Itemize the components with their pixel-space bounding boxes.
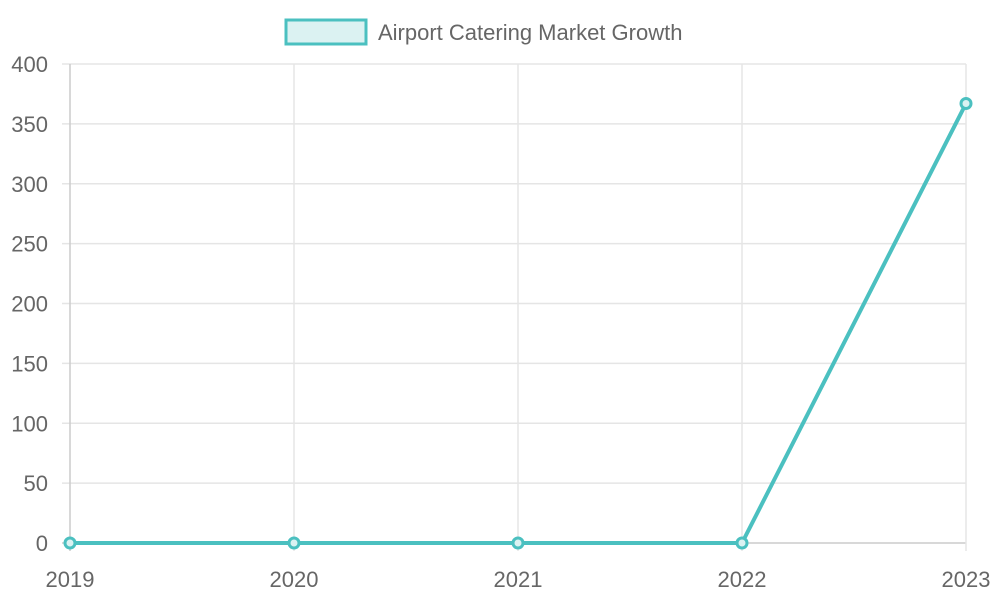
legend-swatch — [284, 18, 368, 46]
y-tick-label: 150 — [11, 351, 48, 376]
y-tick-label: 400 — [11, 52, 48, 77]
legend-label: Airport Catering Market Growth — [378, 20, 682, 45]
x-axis-ticks: 2019 2020 2021 2022 2023 — [46, 567, 991, 592]
legend[interactable]: Airport Catering Market Growth — [284, 18, 682, 46]
x-tick-label: 2021 — [494, 567, 543, 592]
y-tick-label: 0 — [36, 531, 48, 556]
x-tick-label: 2023 — [942, 567, 991, 592]
y-tick-label: 250 — [11, 232, 48, 257]
data-point[interactable] — [287, 536, 301, 550]
x-tick-label: 2020 — [270, 567, 319, 592]
data-point[interactable] — [959, 97, 973, 111]
x-tick-label: 2022 — [718, 567, 767, 592]
y-tick-label: 200 — [11, 292, 48, 317]
series-line-group — [63, 97, 973, 550]
data-point[interactable] — [63, 536, 77, 550]
y-tick-label: 100 — [11, 411, 48, 436]
y-tick-label: 350 — [11, 112, 48, 137]
data-point[interactable] — [735, 536, 749, 550]
y-axis-ticks: 0 50 100 150 200 250 300 350 400 — [11, 52, 48, 556]
x-tick-label: 2019 — [46, 567, 95, 592]
y-tick-label: 50 — [24, 471, 48, 496]
data-point[interactable] — [511, 536, 525, 550]
grid — [62, 63, 967, 551]
y-tick-label: 300 — [11, 172, 48, 197]
